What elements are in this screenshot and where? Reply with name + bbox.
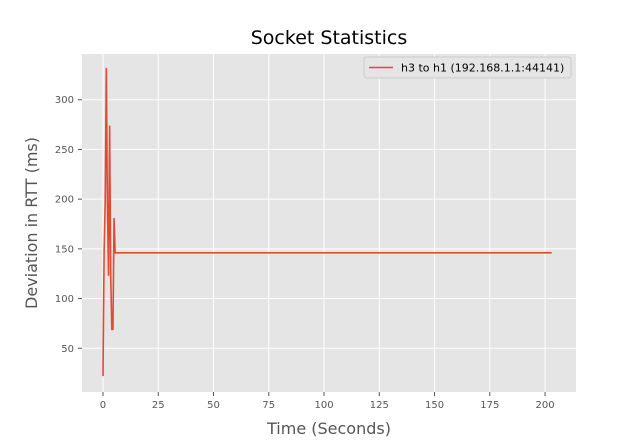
plot-background xyxy=(82,54,576,392)
legend-box xyxy=(363,56,572,79)
x-tick-label: 0 xyxy=(100,400,106,411)
y-tick-label: 300 xyxy=(55,95,74,106)
y-tick-label: 200 xyxy=(55,195,74,206)
legend-label: h3 to h1 (192.168.1.1:44141) xyxy=(401,62,564,75)
y-tick-label: 250 xyxy=(55,145,74,156)
y-axis-label: Deviation in RTT (ms) xyxy=(22,137,41,309)
y-tick-label: 100 xyxy=(55,294,74,305)
x-tick-label: 150 xyxy=(425,400,444,411)
x-tick-label: 100 xyxy=(314,400,333,411)
grid-layer xyxy=(82,54,576,392)
chart-title: Socket Statistics xyxy=(251,27,408,49)
x-tick-label: 175 xyxy=(480,400,499,411)
x-tick-label: 25 xyxy=(152,400,165,411)
series-layer xyxy=(102,67,552,377)
x-tick-label: 75 xyxy=(262,400,275,411)
series-line xyxy=(102,67,552,377)
x-tick-label: 200 xyxy=(536,400,555,411)
x-tick-label: 125 xyxy=(370,400,389,411)
x-tick-label: 50 xyxy=(207,400,220,411)
y-tick-label: 150 xyxy=(55,244,74,255)
legend: h3 to h1 (192.168.1.1:44141) xyxy=(363,56,572,79)
y-tick-label: 50 xyxy=(61,344,74,355)
x-axis-label: Time (Seconds) xyxy=(266,419,391,438)
tick-layer: 0 25 50 75 100 125 150 175 200 50 100 150 200 250 300 xyxy=(55,95,555,411)
